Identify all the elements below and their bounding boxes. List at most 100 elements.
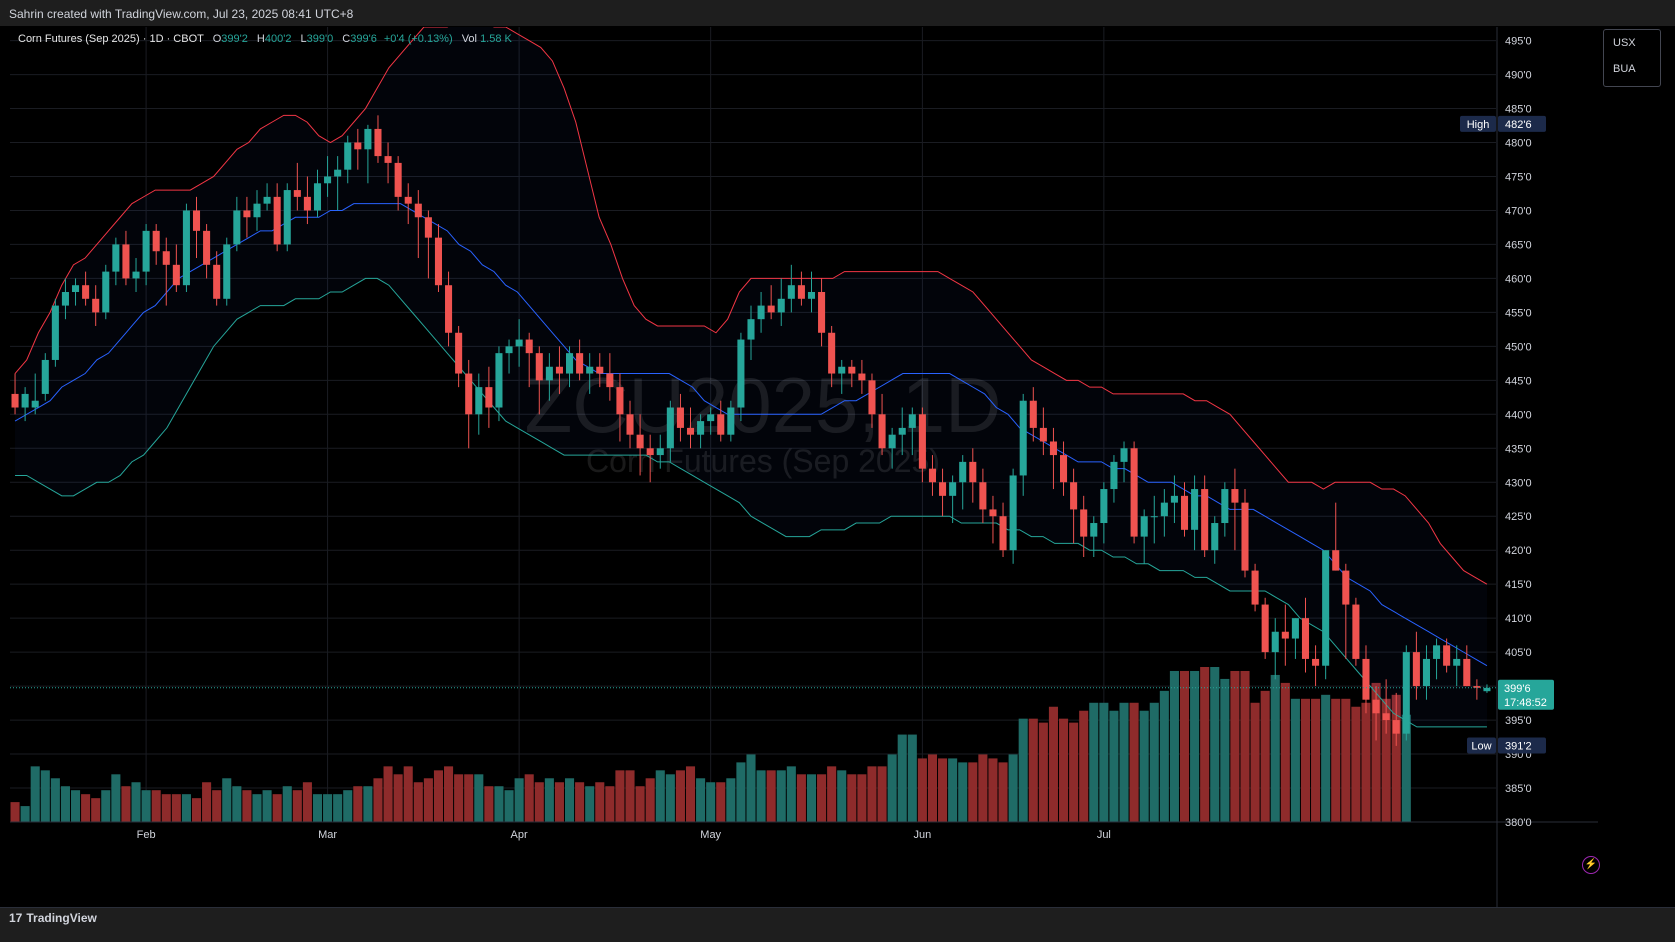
candle [1170,475,1178,524]
chart-credit: Sahrin created with TradingView.com, Jul… [0,0,1675,26]
volume-bar [454,774,464,822]
candle [1060,441,1068,496]
candle [646,434,654,483]
volume-bar [544,778,554,822]
watermark-name: Corn Futures (Sep 2025) [586,443,940,479]
candle [908,407,916,456]
volume-bar [423,778,433,822]
high-value: 400'2 [264,33,292,45]
candle [545,353,553,401]
volume-bar [1391,694,1401,822]
candle [1372,686,1380,741]
currency-label[interactable]: USX [1613,37,1636,49]
candle-body [364,128,372,150]
volume-bar [978,754,988,822]
candle-body [1453,658,1461,666]
candle-body [192,210,201,231]
volume-bar [1058,718,1069,822]
x-tick-label: Mar [318,829,337,841]
volume-bar [645,778,655,822]
candle [737,332,745,422]
candle-body [888,434,896,449]
candle [1402,645,1410,741]
change-value: +0'4 (+0.13%) [383,33,453,45]
candle-body [747,319,755,340]
volume-bar [524,774,534,822]
candle-body [707,414,715,422]
volume-bar [393,774,403,822]
tradingview-logo[interactable]: 17 TradingView [9,911,97,925]
candle-body [51,305,59,360]
candle-body [908,414,916,428]
volume-bar [786,766,796,822]
volume-bar [141,790,151,822]
volume-bar [736,762,746,822]
volume-bar [1331,698,1341,822]
y-tick-label: 435'0 [1505,443,1532,455]
candle [949,475,957,524]
volume-bar [474,774,484,822]
candle-body [313,183,322,211]
candle-body [939,482,947,496]
candle-body [414,203,422,218]
candle [152,224,160,265]
candle [1070,468,1078,544]
lightning-icon[interactable]: ⚡ [1582,856,1600,874]
candle [1322,550,1330,680]
candle [122,230,130,286]
candle [1301,597,1310,673]
candle [112,237,120,286]
volume-bar [1018,718,1028,822]
chart-area[interactable]: ZCU2025, 1D Corn Futures (Sep 2025) 495'0 4… [10,27,1598,907]
candle [586,353,594,394]
candle [939,468,947,517]
candle [1140,509,1148,564]
candle [51,298,59,367]
candle [828,325,836,388]
candle-body [455,332,463,374]
bollinger-fill [15,27,1487,727]
unit-label[interactable]: BUA [1613,63,1636,75]
candle [1382,679,1390,734]
volume-bar [171,794,181,822]
volume-bar [1270,674,1280,822]
volume-bar [81,794,91,822]
candle [1221,482,1229,537]
volume-bar [1341,698,1351,822]
candle-body [1029,400,1037,428]
candle [1080,495,1088,557]
volume-bar [1300,698,1311,822]
candle-body [1191,489,1199,530]
volume-bar [796,774,806,822]
candle [1100,482,1108,544]
candle-body [61,292,69,306]
candle [555,346,563,394]
y-tick-label: 450'0 [1505,341,1532,353]
candle [1039,407,1047,456]
volume-bar [30,766,40,822]
candle-body [445,285,453,333]
volume-bar [252,794,262,822]
candle [1160,489,1168,537]
y-tick-label: 385'0 [1505,783,1532,795]
volume-bar [696,778,706,822]
candle [1463,645,1471,687]
candle-body [1110,461,1118,490]
candle-body [969,461,977,483]
currency-unit-selector[interactable]: USX BUA [1603,29,1661,87]
candle-body [1170,495,1178,503]
candle [293,162,301,211]
volume-bar [827,766,837,822]
candle [616,373,624,442]
candle-body [1150,516,1158,518]
candle-body [505,346,513,354]
candle [999,502,1007,557]
bollinger-upper-line [14,27,1488,585]
candle-body [797,285,805,299]
candle-body [344,142,352,170]
volume-bar [988,758,998,822]
symbol-title[interactable]: Corn Futures (Sep 2025) · 1D · CBOT [18,33,204,45]
candle-body [767,305,775,313]
volume-bar [91,798,101,822]
